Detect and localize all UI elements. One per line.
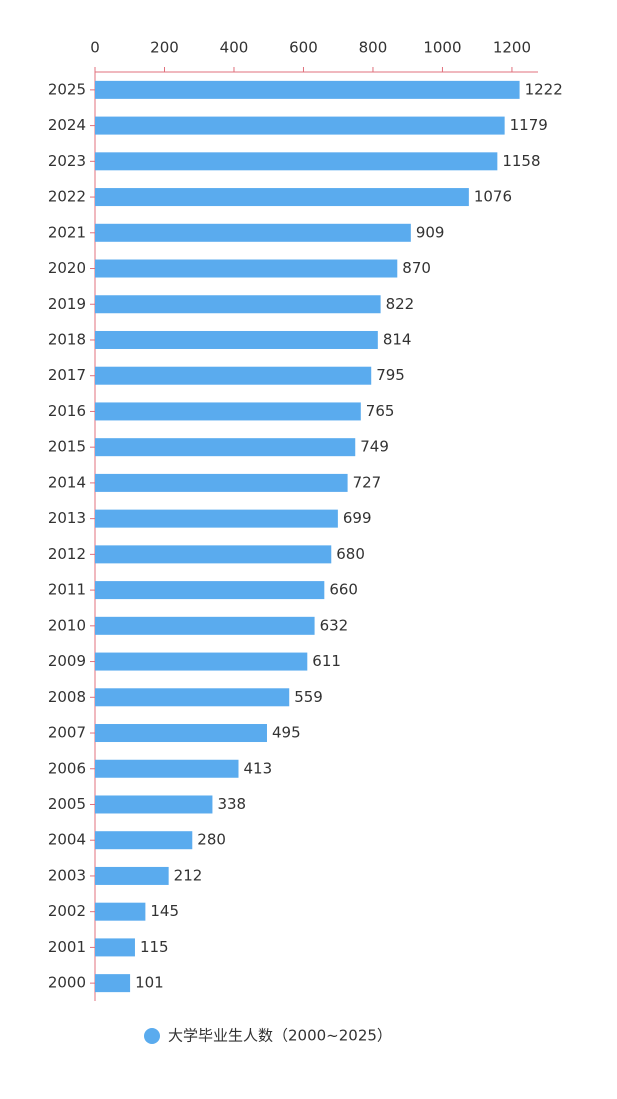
y-tick-label: 2004 (48, 831, 86, 849)
y-tick-label: 2025 (48, 80, 86, 98)
y-tick-label: 2014 (48, 473, 86, 491)
value-label: 101 (135, 974, 164, 992)
y-tick-label: 2020 (48, 259, 86, 277)
y-tick-label: 2016 (48, 402, 86, 420)
value-label: 632 (320, 616, 349, 634)
bar (95, 974, 131, 993)
y-tick-label: 2021 (48, 223, 86, 241)
x-tick-label: 200 (150, 39, 179, 57)
x-tick-label: 1000 (423, 39, 461, 57)
y-tick-label: 2006 (48, 759, 86, 777)
bar (95, 152, 498, 171)
value-label: 727 (353, 473, 382, 491)
y-tick-label: 2024 (48, 116, 86, 134)
value-label: 212 (174, 866, 203, 884)
bar (95, 366, 372, 385)
y-tick-label: 2011 (48, 581, 86, 599)
value-label: 1179 (510, 116, 548, 134)
y-tick-label: 2013 (48, 509, 86, 527)
bar (95, 866, 169, 885)
value-label: 413 (243, 759, 272, 777)
y-tick-label: 2017 (48, 366, 86, 384)
value-label: 680 (336, 545, 365, 563)
x-tick-label: 0 (90, 39, 100, 57)
value-label: 795 (376, 366, 405, 384)
y-tick-label: 2019 (48, 295, 86, 313)
value-label: 870 (402, 259, 431, 277)
bar (95, 581, 325, 600)
value-label: 495 (272, 724, 301, 742)
bar (95, 509, 338, 528)
bar (95, 688, 290, 707)
y-tick-label: 2003 (48, 866, 86, 884)
bar (95, 438, 356, 457)
y-tick-label: 2000 (48, 974, 86, 992)
value-label: 699 (343, 509, 372, 527)
value-label: 660 (329, 581, 358, 599)
legend-marker (144, 1028, 160, 1044)
value-label: 909 (416, 223, 445, 241)
value-label: 765 (366, 402, 395, 420)
y-tick-label: 2002 (48, 902, 86, 920)
y-tick-label: 2023 (48, 152, 86, 170)
y-tick-label: 2022 (48, 188, 86, 206)
bar (95, 295, 381, 314)
bar (95, 188, 469, 207)
bar (95, 795, 213, 814)
bar (95, 831, 193, 850)
x-tick-label: 600 (289, 39, 318, 57)
y-tick-label: 2012 (48, 545, 86, 563)
y-tick-label: 2009 (48, 652, 86, 670)
legend-label: 大学毕业生人数（2000~2025） (168, 1027, 392, 1045)
value-label: 280 (197, 831, 226, 849)
bar (95, 473, 348, 492)
bar (95, 759, 239, 778)
bar (95, 938, 135, 957)
y-tick-label: 2008 (48, 688, 86, 706)
value-label: 1076 (474, 188, 512, 206)
y-tick-label: 2015 (48, 438, 86, 456)
bar (95, 902, 146, 921)
value-label: 559 (294, 688, 323, 706)
bar (95, 724, 267, 743)
value-label: 1158 (502, 152, 540, 170)
bar (95, 223, 411, 242)
value-label: 338 (217, 795, 246, 813)
value-label: 814 (383, 330, 412, 348)
bar (95, 616, 315, 635)
x-tick-label: 400 (220, 39, 249, 57)
value-label: 611 (312, 652, 341, 670)
value-label: 822 (386, 295, 415, 313)
x-tick-label: 800 (359, 39, 388, 57)
y-tick-label: 2010 (48, 616, 86, 634)
bar (95, 330, 378, 349)
y-tick-label: 2001 (48, 938, 86, 956)
bar (95, 402, 361, 421)
bar (95, 116, 505, 135)
value-label: 749 (360, 438, 389, 456)
y-tick-label: 2007 (48, 724, 86, 742)
bar (95, 259, 398, 278)
value-label: 115 (140, 938, 169, 956)
x-tick-label: 1200 (493, 39, 531, 57)
bar (95, 80, 520, 99)
value-label: 1222 (525, 80, 563, 98)
y-tick-label: 2005 (48, 795, 86, 813)
value-label: 145 (150, 902, 179, 920)
y-tick-label: 2018 (48, 330, 86, 348)
bar (95, 652, 308, 671)
bar (95, 545, 332, 564)
